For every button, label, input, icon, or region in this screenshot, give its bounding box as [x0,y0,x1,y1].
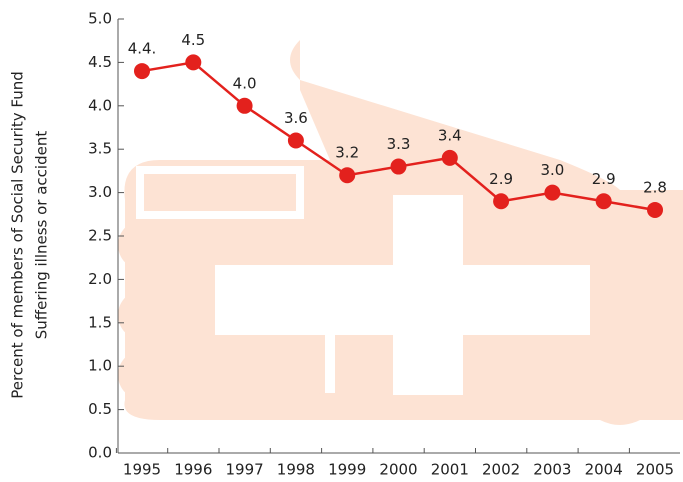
y-tick-label: 3.0 [88,183,112,201]
x-tick-label: 1995 [123,461,161,479]
data-label: 4.5 [181,31,205,49]
data-label: 2.9 [489,170,513,188]
y-tick-label: 5.0 [88,10,112,28]
marker [647,202,663,218]
x-tick-label: 2000 [379,461,417,479]
x-tick-label: 1999 [328,461,366,479]
x-tick-label: 2004 [585,461,623,479]
x-tick-label: 1998 [277,461,315,479]
marker [391,159,407,175]
marker [493,193,509,209]
y-axis-label: Percent of members of Social Security Fu… [9,71,27,399]
y-tick-label: 4.0 [88,96,112,114]
x-tick-label: 2001 [431,461,469,479]
y-tick-label: 1.5 [88,313,112,331]
x-tick-label: 1996 [174,461,212,479]
y-tick-label: 3.5 [88,140,112,158]
y-tick-label: 1.0 [88,357,112,375]
marker [544,185,560,201]
y-tick-label: 0.5 [88,400,112,418]
marker [237,98,253,114]
y-tick-label: 2.5 [88,227,112,245]
data-label: 4.4. [128,40,157,58]
data-label: 2.8 [643,178,667,196]
x-tick-label: 2002 [482,461,520,479]
data-label: 4.0 [233,74,257,92]
marker [442,150,458,166]
chart: Percent of members of Social Security Fu… [0,0,683,482]
marker [288,133,304,149]
data-label: 3.2 [335,144,359,162]
x-tick-label: 2005 [636,461,674,479]
y-axis-label: Suffering illness or accident [33,131,51,340]
x-tick-label: 1997 [226,461,264,479]
marker [339,167,355,183]
marker [134,63,150,79]
x-tick-label: 2003 [533,461,571,479]
data-label: 3.3 [387,135,411,153]
data-label: 3.4 [438,126,462,144]
background-graphic [118,40,683,425]
marker [185,54,201,70]
marker [596,193,612,209]
y-tick-label: 2.0 [88,270,112,288]
y-tick-label: 0.0 [88,444,112,462]
data-label: 3.0 [540,161,564,179]
data-label: 3.6 [284,109,308,127]
data-label: 2.9 [592,170,616,188]
y-tick-label: 4.5 [88,53,112,71]
